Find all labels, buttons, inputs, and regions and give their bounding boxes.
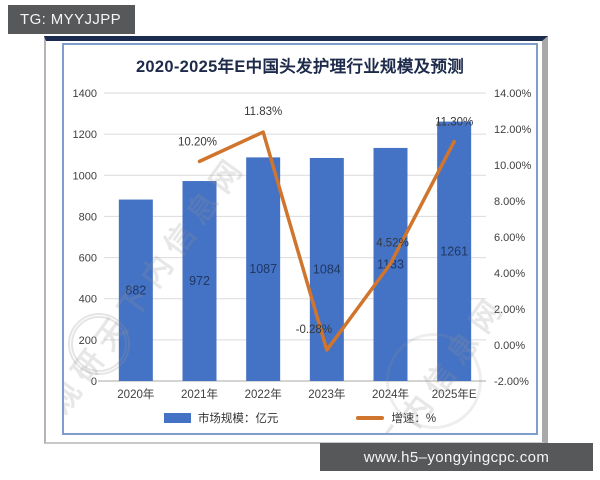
x-axis-label: 2021年 [181, 387, 218, 401]
left-axis-tick: 0 [91, 376, 97, 388]
legend-item-growth-rate: 增速：% [356, 410, 436, 426]
chart-title: 2020-2025年E中国头发护理行业规模及预测 [135, 58, 465, 76]
right-axis-tick: 8.00% [494, 196, 525, 208]
bar-2020年 [118, 199, 153, 381]
bar-value-label: 972 [189, 274, 210, 288]
chart-panel: 2020-2025年E中国头发护理行业规模及预测 0 200 400 600 800 10… [62, 43, 538, 435]
right-axis-tick: 4.00% [494, 268, 525, 280]
x-axis-label: 2023年 [308, 387, 345, 401]
bar-swatch-icon [163, 413, 191, 423]
x-axis-label: 2020年 [117, 387, 154, 401]
left-axis-tick: 1400 [73, 88, 97, 100]
legend-label: 市场规模：亿元 [197, 413, 279, 425]
chart-frame: 2020-2025年E中国头发护理行业规模及预测 0 200 400 600 800 10… [44, 36, 548, 444]
legend-item-market-size: 市场规模：亿元 [163, 410, 279, 426]
bar-value-label: 1087 [249, 262, 277, 276]
growth-line [197, 130, 456, 352]
left-axis-tick: 1200 [73, 129, 97, 141]
x-axis-label: 2025年E [432, 387, 477, 401]
line-point-label: 11.30% [435, 117, 473, 129]
left-axis-tick: 400 [79, 294, 97, 306]
telegram-badge: TG: MYYJJPP [8, 5, 136, 34]
combo-chart: 0 200 400 600 800 1000 1200 1400 -2.00% 0.00% 2.00… [73, 88, 532, 401]
bar-2021年 [182, 181, 217, 381]
right-axis-tick: 12.00% [494, 124, 532, 136]
right-axis-tick: 0.00% [494, 340, 525, 352]
line-point-label: -0.28% [296, 324, 332, 336]
left-axis-tick: 600 [79, 253, 97, 265]
chart-legend: 市场规模：亿元 增速：% [64, 410, 536, 426]
bar-value-label: 1261 [440, 244, 468, 258]
right-axis-tick: 14.00% [494, 88, 532, 100]
line-point-label: 10.20% [178, 136, 217, 148]
bar-value-label: 1084 [313, 263, 341, 277]
x-axis-label: 2024年 [372, 387, 409, 401]
legend-label: 增速：% [391, 413, 437, 425]
line-point-label: 11.83% [244, 106, 282, 118]
left-axis-tick: 800 [79, 211, 97, 223]
line-swatch-icon [356, 416, 385, 420]
left-axis-tick: 200 [79, 335, 97, 347]
bar-2022年 [246, 157, 281, 381]
right-axis-tick: 2.00% [494, 304, 525, 316]
right-axis-tick: -2.00% [494, 376, 529, 388]
x-axis-label: 2022年 [245, 387, 282, 401]
left-axis-tick: 1000 [73, 170, 97, 182]
right-axis-tick: 10.00% [494, 160, 532, 172]
bar-value-label: 882 [125, 283, 146, 297]
website-badge: www.h5–yongyingcpc.com [320, 443, 593, 471]
line-point-label: 4.52% [376, 238, 409, 250]
right-axis-tick: 6.00% [494, 232, 525, 244]
